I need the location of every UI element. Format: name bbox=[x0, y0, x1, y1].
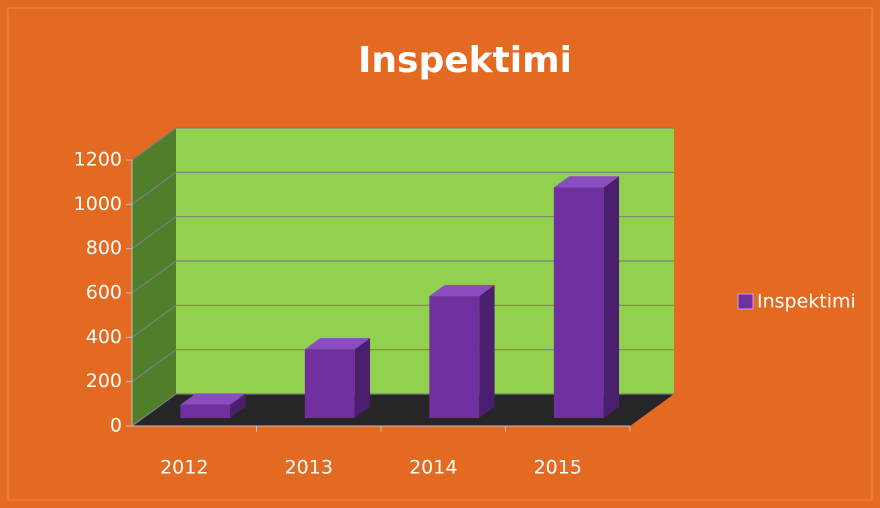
bar-front bbox=[553, 187, 604, 418]
x-tick-label: 2013 bbox=[285, 457, 333, 479]
y-tick-label: 400 bbox=[86, 326, 122, 348]
floor bbox=[132, 394, 674, 426]
legend-label: Inspektimi bbox=[757, 291, 856, 313]
legend-swatch bbox=[737, 293, 754, 310]
bar-top bbox=[304, 338, 371, 350]
x-tick-label: 2015 bbox=[534, 457, 582, 479]
y-tick-label: 200 bbox=[86, 370, 122, 392]
x-tick-label: 2014 bbox=[409, 457, 457, 479]
plot: 0 200 400 600 800 1000 1200 2012 2013 2014 2015 Ins… bbox=[74, 127, 856, 479]
y-tick-label: 1000 bbox=[74, 193, 122, 215]
bar-front bbox=[304, 349, 355, 418]
bar bbox=[429, 284, 495, 418]
y-tick-label: 1200 bbox=[74, 149, 122, 171]
y-tick-label: 600 bbox=[86, 282, 122, 304]
bar bbox=[553, 176, 620, 418]
y-tick-label: 800 bbox=[86, 237, 122, 259]
bar bbox=[180, 393, 246, 418]
y-tick-label: 0 bbox=[110, 415, 122, 437]
bar bbox=[304, 338, 371, 418]
bar-side bbox=[479, 284, 495, 418]
bar-side bbox=[354, 338, 371, 418]
grid-line bbox=[131, 304, 674, 338]
bar-front bbox=[180, 404, 231, 418]
bar-top bbox=[429, 284, 495, 297]
bar-front bbox=[429, 296, 480, 418]
grid-line bbox=[131, 216, 674, 250]
grid-line bbox=[131, 260, 674, 294]
bar-top bbox=[553, 176, 620, 188]
grid-line bbox=[131, 349, 674, 383]
bar-side bbox=[230, 393, 246, 418]
chart-title: Inspektimi bbox=[358, 40, 572, 81]
grid-line bbox=[131, 171, 674, 205]
grid-line bbox=[131, 127, 674, 161]
x-tick-label: 2012 bbox=[160, 457, 208, 479]
grid-line bbox=[131, 393, 674, 427]
bar-side bbox=[603, 176, 620, 418]
bar-top bbox=[180, 393, 246, 405]
